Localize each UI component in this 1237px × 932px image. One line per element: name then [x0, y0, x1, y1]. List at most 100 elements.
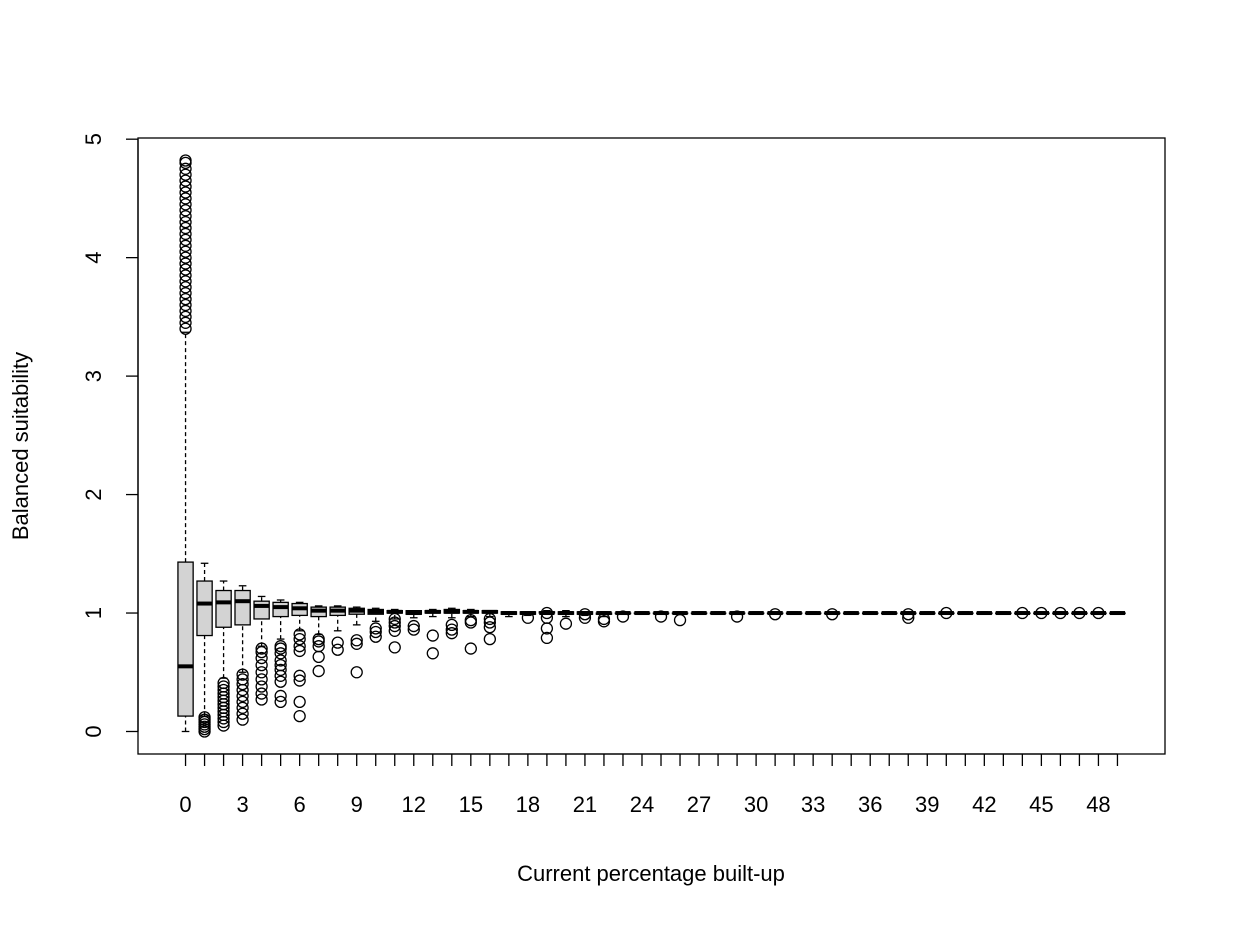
- outlier: [274, 640, 287, 653]
- box: [196, 580, 213, 637]
- y-tick-label: 3: [81, 370, 106, 382]
- outlier: [521, 611, 535, 624]
- outlier: [312, 640, 325, 653]
- outlier: [293, 674, 306, 687]
- outlier: [293, 669, 306, 682]
- outlier: [597, 612, 611, 626]
- outlier: [255, 680, 268, 693]
- outlier: [654, 610, 668, 623]
- outlier: [236, 695, 249, 709]
- outlier: [1054, 606, 1067, 620]
- outlier: [426, 647, 439, 660]
- y-tick-label: 0: [81, 725, 106, 737]
- outlier: [293, 709, 306, 723]
- outlier: [369, 625, 382, 639]
- outlier: [179, 162, 192, 175]
- outlier: [236, 707, 249, 720]
- outlier: [274, 675, 287, 688]
- outlier: [578, 611, 592, 624]
- outlier: [179, 281, 192, 294]
- x-tick-label: 24: [630, 792, 654, 817]
- outlier: [274, 663, 287, 677]
- x-tick-label: 15: [459, 792, 483, 817]
- outlier: [388, 624, 401, 637]
- outlier: [445, 623, 458, 636]
- outlier: [331, 643, 344, 656]
- outlier: [255, 645, 268, 659]
- plot-frame: [137, 137, 1166, 755]
- outlier: [255, 651, 268, 665]
- outlier: [255, 659, 268, 672]
- outlier: [578, 608, 592, 621]
- outlier: [179, 298, 192, 312]
- outlier: [179, 304, 192, 318]
- x-tick-label: 27: [687, 792, 711, 817]
- outlier: [236, 668, 249, 681]
- outlier: [179, 287, 192, 300]
- outlier: [198, 711, 211, 724]
- outlier: [312, 632, 325, 646]
- outlier: [1092, 606, 1105, 620]
- x-tick-label: 33: [801, 792, 825, 817]
- outlier: [236, 677, 249, 691]
- outlier: [217, 676, 230, 690]
- box: [272, 601, 289, 618]
- outlier: [179, 316, 192, 329]
- outlier: [559, 617, 573, 630]
- outlier: [616, 610, 630, 623]
- outlier: [730, 610, 744, 623]
- outlier: [540, 606, 554, 620]
- outlier: [179, 322, 192, 335]
- outlier: [388, 641, 401, 654]
- outlier: [293, 632, 306, 646]
- outlier: [902, 608, 915, 621]
- box: [215, 589, 232, 628]
- outlier: [179, 180, 192, 193]
- outlier: [1016, 606, 1029, 620]
- y-tick-label: 2: [81, 488, 106, 500]
- outlier: [483, 612, 496, 626]
- outlier: [445, 627, 458, 640]
- x-tick-label: 30: [744, 792, 768, 817]
- outlier: [179, 251, 192, 264]
- outlier: [312, 664, 325, 678]
- outlier: [236, 701, 249, 714]
- outlier: [483, 621, 496, 634]
- outlier: [540, 611, 554, 624]
- outlier: [179, 198, 192, 211]
- outlier: [483, 632, 496, 646]
- outlier: [255, 693, 268, 706]
- outlier: [293, 695, 306, 709]
- outlier: [179, 186, 192, 199]
- outlier: [540, 631, 554, 645]
- outlier: [940, 606, 953, 620]
- outlier: [236, 689, 249, 703]
- outlier: [293, 628, 306, 641]
- outlier: [274, 654, 287, 667]
- outlier: [274, 695, 287, 709]
- outlier: [179, 204, 192, 217]
- outlier: [673, 613, 687, 627]
- outlier: [217, 680, 230, 693]
- outlier: [1035, 606, 1048, 620]
- outlier: [236, 713, 249, 726]
- outlier: [179, 263, 192, 276]
- outlier: [388, 612, 401, 626]
- outlier: [179, 245, 192, 258]
- y-tick-label: 1: [81, 607, 106, 619]
- outlier: [293, 644, 306, 658]
- outlier: [350, 666, 363, 679]
- outlier: [768, 608, 782, 621]
- outlier: [464, 613, 477, 627]
- outlier: [331, 636, 344, 649]
- outlier: [179, 227, 192, 241]
- outlier: [826, 608, 839, 621]
- y-tick-label: 5: [81, 133, 106, 145]
- outlier: [350, 634, 363, 647]
- x-tick-label: 36: [858, 792, 882, 817]
- x-tick-label: 9: [351, 792, 363, 817]
- outlier: [179, 292, 192, 306]
